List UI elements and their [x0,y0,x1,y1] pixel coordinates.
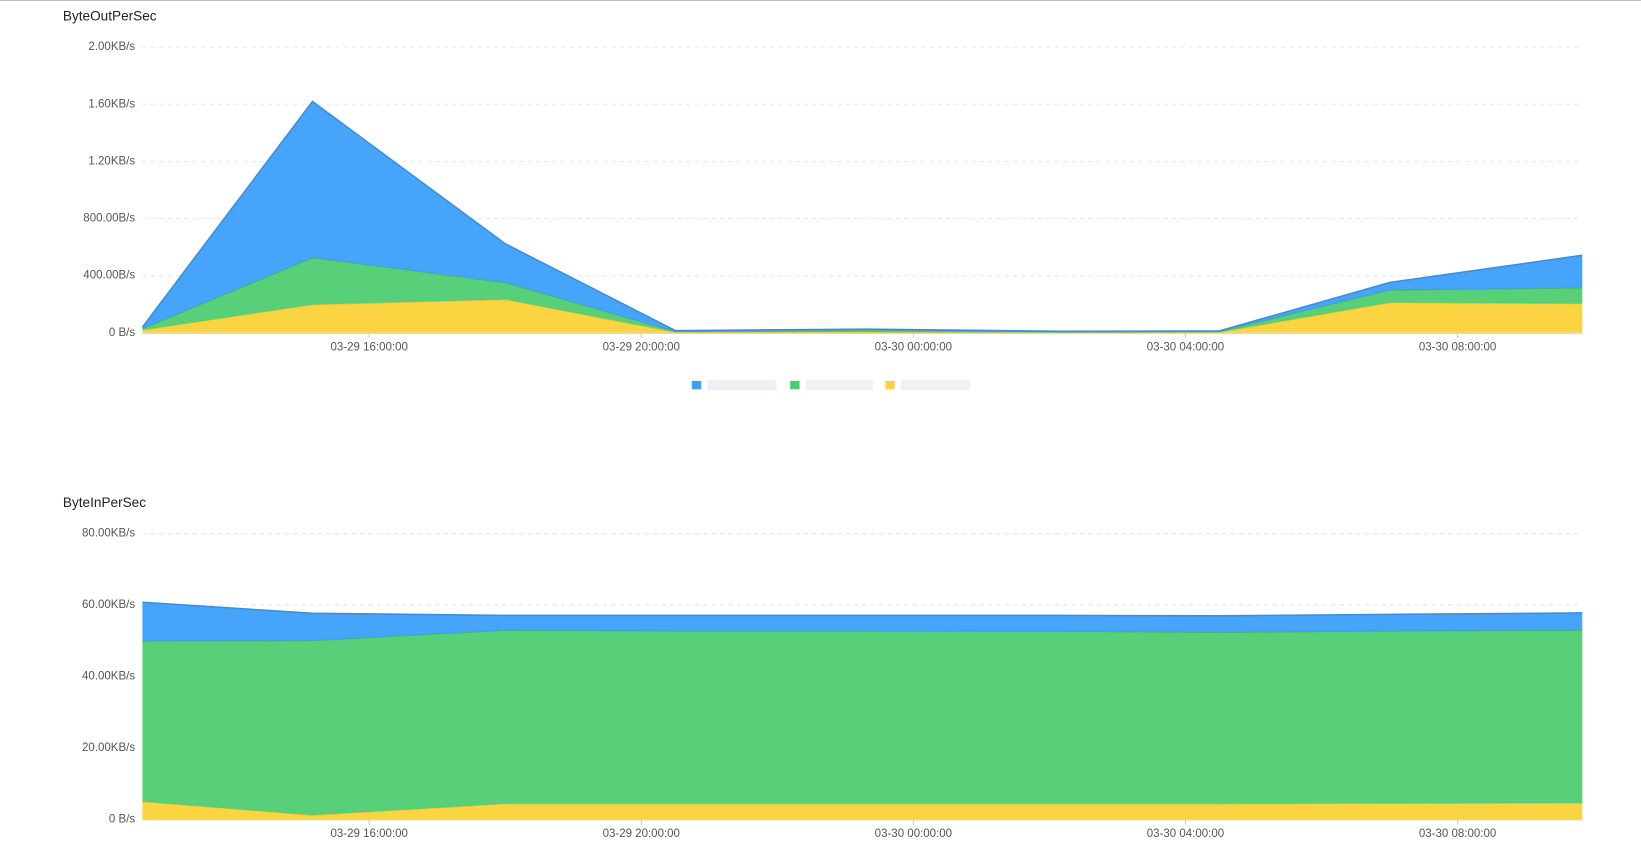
area-line [142,601,1583,617]
area [142,257,1583,333]
legend-swatch [790,380,800,390]
chart: ByteInPerSec 0 B/s 20.00KB/s 40.00KB/s 60.00… [63,495,1583,840]
y-tick-label: 60.00KB/s [82,599,135,611]
chart: ByteOutPerSec 0 B/s 400.00B/s 800.00B/s 1.20… [63,8,1583,353]
y-tick-label: 1.20KB/s [88,155,135,167]
legend-swatch [691,380,702,390]
x-tick-label: 03-30 00:00:00 [875,828,952,840]
area [142,101,1583,332]
area [142,801,1583,820]
y-tick-label: 2.00KB/s [88,41,135,53]
legend [691,379,971,391]
area [142,630,1583,816]
x-tick-label: 03-29 16:00:00 [330,828,407,840]
y-tick-label: 20.00KB/s [82,742,135,754]
y-tick-label: 40.00KB/s [82,671,135,683]
area [142,299,1583,333]
y-tick-label: 800.00B/s [83,213,135,225]
x-tick-label: 03-30 04:00:00 [1147,828,1224,840]
area [142,602,1583,641]
x-tick-label: 03-29 20:00:00 [603,828,680,840]
x-tick-label: 03-30 08:00:00 [1419,341,1496,353]
y-tick-label: 0 B/s [109,813,135,825]
x-tick-label: 03-30 04:00:00 [1147,341,1224,353]
legend-swatch [885,380,895,390]
y-tick-label: 1.60KB/s [88,98,135,110]
legend-redacted [901,379,971,391]
legend-redacted [707,379,777,391]
chart-title: ByteInPerSec [63,495,146,510]
x-tick-label: 03-30 08:00:00 [1419,828,1496,840]
y-tick-label: 0 B/s [109,327,135,339]
legend-redacted [805,379,873,391]
y-tick-label: 400.00B/s [83,270,135,282]
x-tick-label: 03-29 16:00:00 [330,341,407,353]
x-tick-label: 03-30 00:00:00 [875,341,952,353]
chart-title: ByteOutPerSec [63,8,157,23]
area-line [141,100,1583,333]
y-tick-label: 80.00KB/s [82,528,135,540]
x-tick-label: 03-29 20:00:00 [603,341,680,353]
